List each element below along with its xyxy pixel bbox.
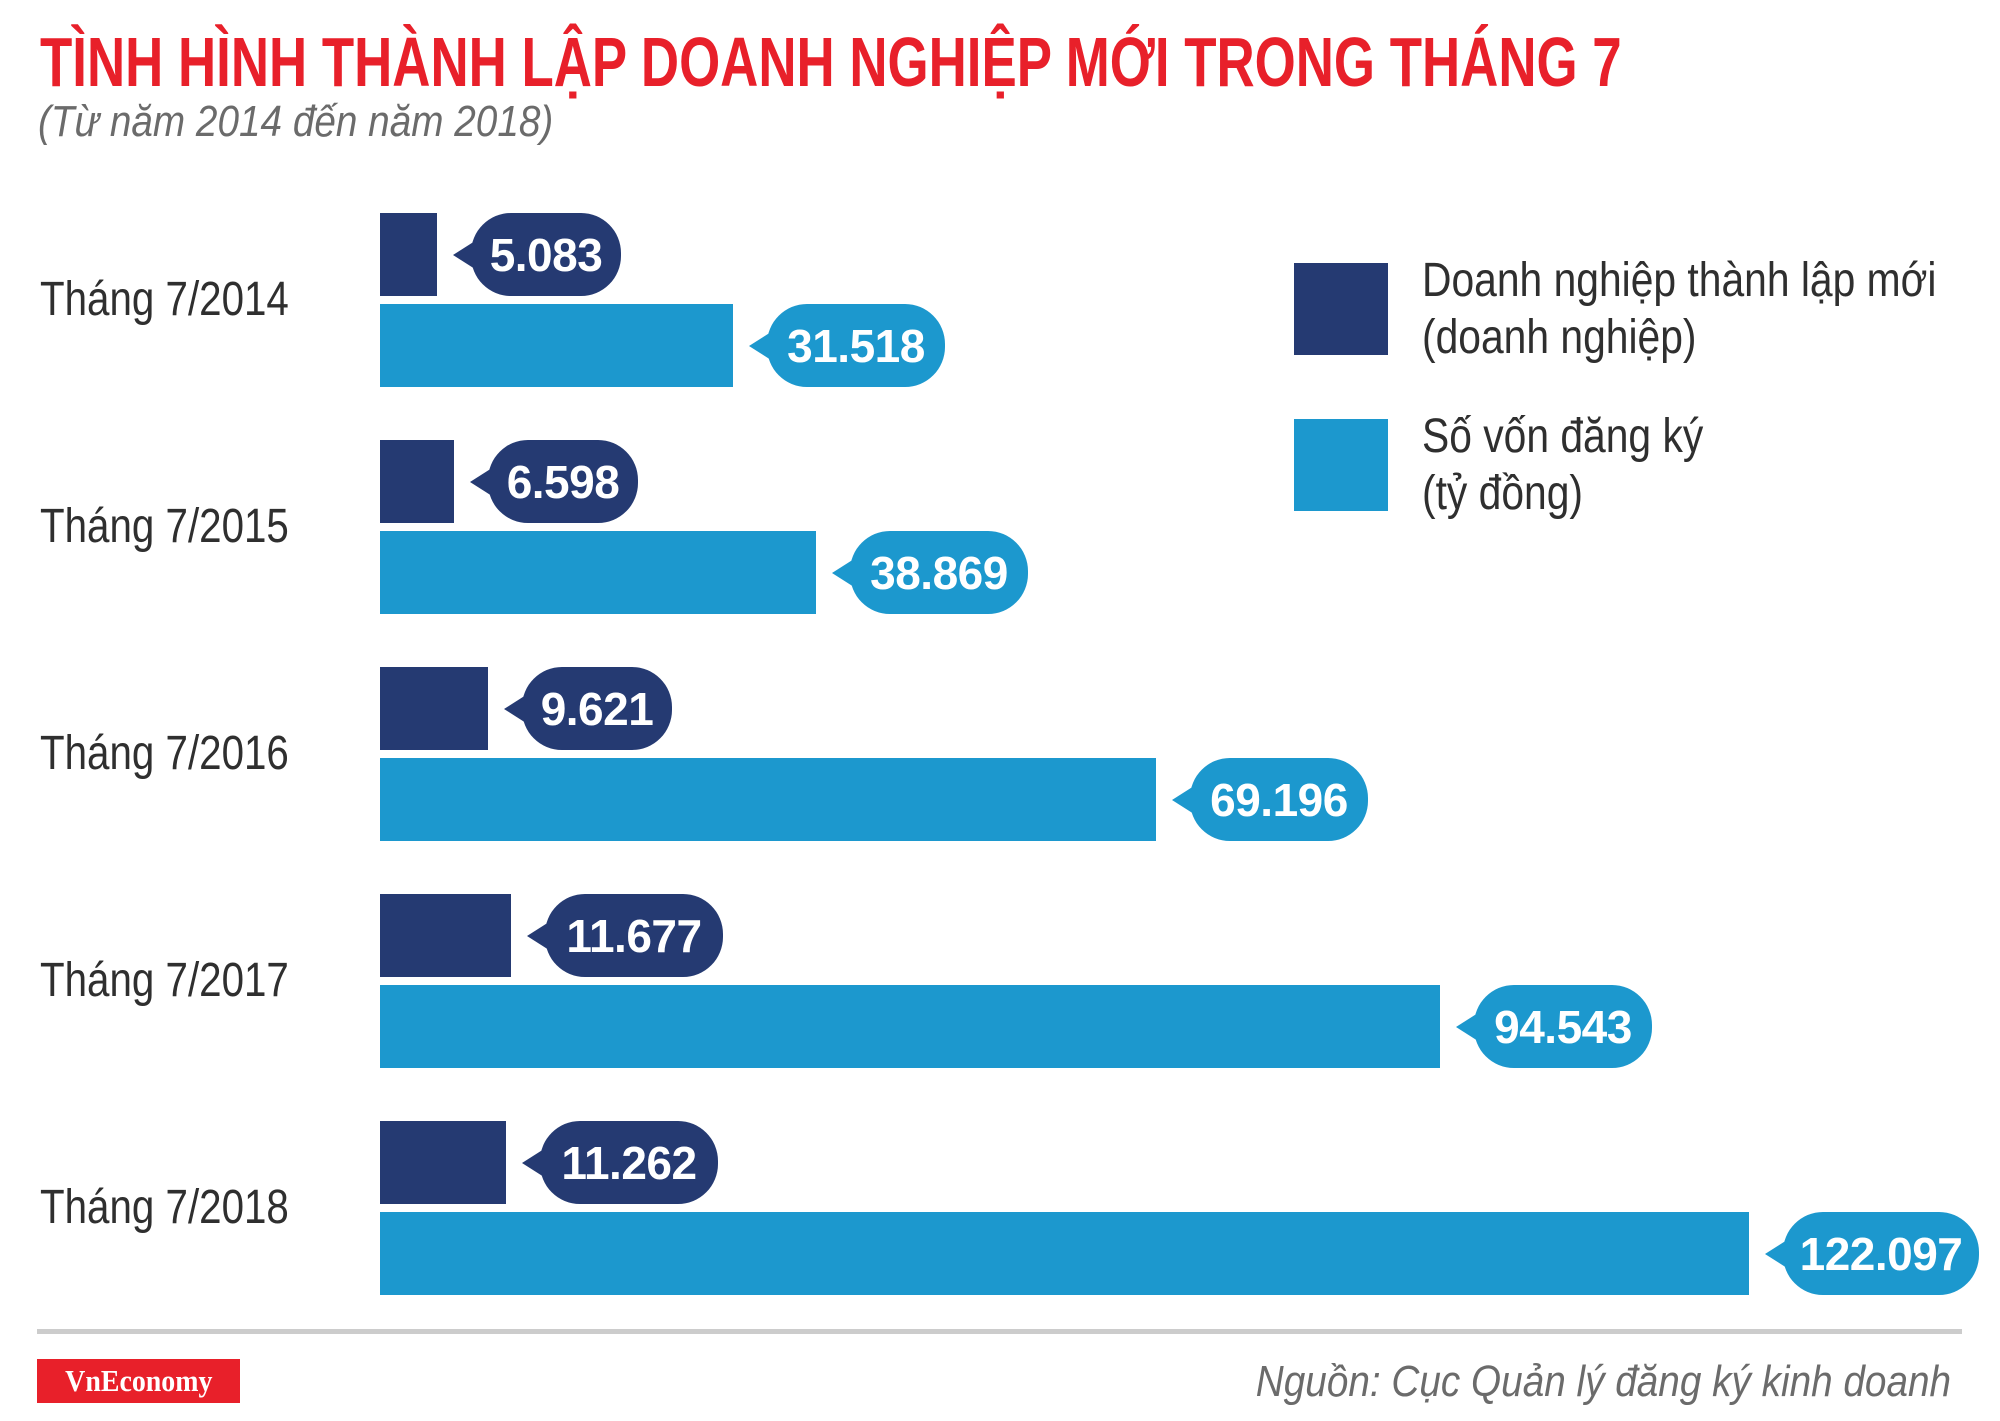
bar-registered-capital xyxy=(380,758,1156,841)
value-label: 122.097 xyxy=(1799,1227,1963,1280)
value-label-bubble: 94.543 xyxy=(1456,985,1652,1068)
value-label-bubble: 69.196 xyxy=(1172,758,1368,841)
category-label: Tháng 7/2015 xyxy=(40,500,289,553)
value-label: 6.598 xyxy=(506,455,620,508)
logo-text: VnEconomy xyxy=(64,1363,213,1398)
value-label-bubble: 11.262 xyxy=(522,1121,718,1204)
bubble-pointer-icon xyxy=(522,1149,544,1177)
value-label-bubble: 5.083 xyxy=(453,213,621,296)
bubble-pointer-icon xyxy=(1765,1240,1787,1268)
bar-registered-capital xyxy=(380,985,1440,1068)
bubble-pointer-icon xyxy=(1456,1013,1478,1041)
category-label: Tháng 7/2017 xyxy=(40,954,289,1007)
legend-swatch-registered-capital xyxy=(1294,419,1388,511)
value-label-bubble: 11.677 xyxy=(527,894,723,977)
bar-new-businesses xyxy=(380,894,511,977)
legend-label-registered-capital: Số vốn đăng ký (tỷ đồng) xyxy=(1422,408,1703,522)
value-label: 69.196 xyxy=(1210,773,1348,826)
legend-label-new-businesses: Doanh nghiệp thành lập mới (doanh nghiệp… xyxy=(1422,252,1936,366)
bubble-pointer-icon xyxy=(504,695,526,723)
value-label: 38.869 xyxy=(870,546,1008,599)
legend-swatch-new-businesses xyxy=(1294,263,1388,355)
chart-subtitle: (Từ năm 2014 đến năm 2018) xyxy=(38,97,554,146)
bar-registered-capital xyxy=(380,1212,1749,1295)
legend-label-line2: (tỷ đồng) xyxy=(1422,467,1584,520)
chart-title: TÌNH HÌNH THÀNH LẬP DOANH NGHIỆP MỚI TRO… xyxy=(40,23,1622,101)
value-label-bubble: 9.621 xyxy=(504,667,672,750)
category-label: Tháng 7/2016 xyxy=(40,727,289,780)
value-label: 11.262 xyxy=(561,1136,697,1189)
value-label: 11.677 xyxy=(566,909,702,962)
bar-new-businesses xyxy=(380,667,488,750)
bubble-pointer-icon xyxy=(1172,786,1194,814)
vneconomy-logo: VnEconomy xyxy=(37,1359,240,1403)
value-label-bubble: 122.097 xyxy=(1765,1212,1979,1295)
legend-label-line2: (doanh nghiệp) xyxy=(1422,311,1697,364)
value-label-bubble: 6.598 xyxy=(470,440,638,523)
legend-label-line1: Số vốn đăng ký xyxy=(1422,410,1704,463)
footer-divider xyxy=(37,1329,1962,1334)
bar-registered-capital xyxy=(380,304,733,387)
bubble-pointer-icon xyxy=(527,922,549,950)
category-label: Tháng 7/2018 xyxy=(40,1181,289,1234)
value-label: 5.083 xyxy=(489,228,603,281)
value-label: 31.518 xyxy=(787,319,925,372)
legend-label-line1: Doanh nghiệp thành lập mới xyxy=(1422,254,1937,307)
value-label: 9.621 xyxy=(540,682,654,735)
bubble-pointer-icon xyxy=(470,468,492,496)
source-note: Nguồn: Cục Quản lý đăng ký kinh doanh xyxy=(1255,1357,1951,1406)
bubble-pointer-icon xyxy=(453,241,475,269)
value-label: 94.543 xyxy=(1494,1000,1632,1053)
bar-new-businesses xyxy=(380,213,437,296)
value-label-bubble: 38.869 xyxy=(832,531,1028,614)
value-label-bubble: 31.518 xyxy=(749,304,945,387)
bubble-pointer-icon xyxy=(749,332,771,360)
bubble-pointer-icon xyxy=(832,559,854,587)
category-label: Tháng 7/2014 xyxy=(40,273,289,326)
bar-registered-capital xyxy=(380,531,816,614)
bar-new-businesses xyxy=(380,1121,506,1204)
bar-new-businesses xyxy=(380,440,454,523)
